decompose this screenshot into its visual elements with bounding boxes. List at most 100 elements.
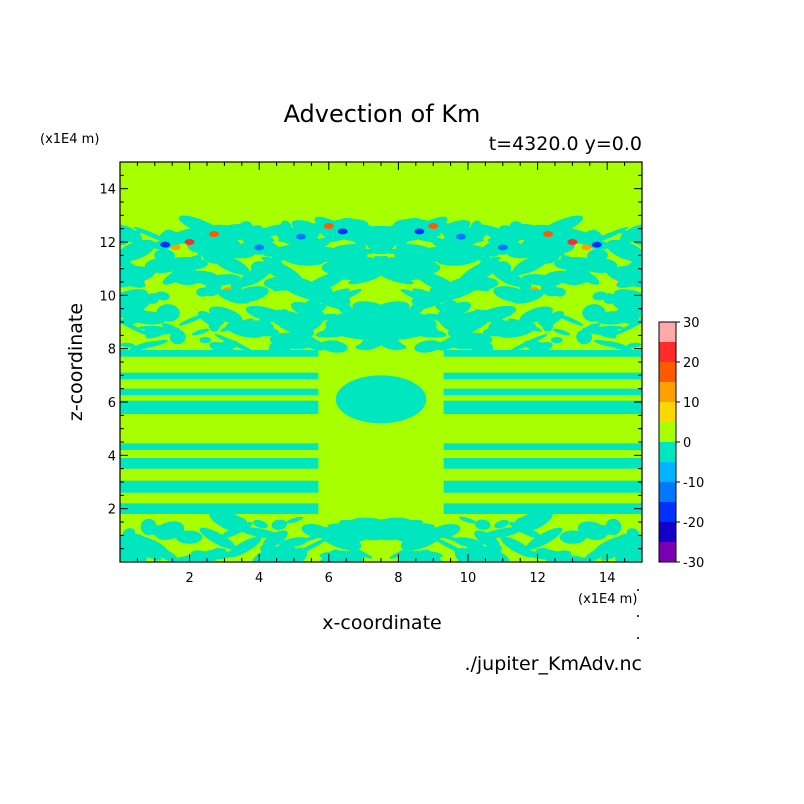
contour-band xyxy=(209,306,243,324)
contour-band xyxy=(410,234,450,244)
contour-band xyxy=(475,519,491,530)
contour-band xyxy=(380,272,414,285)
y-tick-label: 2 xyxy=(108,503,116,518)
contour-band xyxy=(586,323,601,330)
y-unit-label: (x1E4 m) xyxy=(40,132,99,147)
contour-band xyxy=(278,547,308,562)
contour-band xyxy=(552,287,566,297)
colorbar-swatch xyxy=(659,382,676,402)
contour-extreme xyxy=(414,228,425,235)
contour-band xyxy=(186,270,219,284)
contour-extreme xyxy=(295,233,306,240)
contour-band xyxy=(346,228,416,245)
contour-band xyxy=(161,553,186,562)
colorbar-label: 0 xyxy=(683,436,691,451)
contour-band xyxy=(443,400,642,414)
contour-band xyxy=(264,244,296,257)
contour-band xyxy=(227,536,262,558)
contour-band xyxy=(199,336,212,344)
contour-band xyxy=(576,553,601,562)
colorbar-swatch xyxy=(659,402,676,422)
contour-band xyxy=(466,244,498,257)
contour-band xyxy=(534,547,550,559)
contour-band xyxy=(272,282,307,292)
contour-band xyxy=(490,266,525,287)
y-tick-label: 10 xyxy=(99,289,116,304)
decorative-dot xyxy=(637,637,639,639)
colorbar-label: 30 xyxy=(683,316,700,331)
contour-band xyxy=(240,320,274,334)
contour-band xyxy=(543,270,576,284)
x-tick-label: 6 xyxy=(325,571,333,586)
contour-extreme xyxy=(337,228,348,235)
contour-band xyxy=(459,258,500,283)
contour-band xyxy=(550,336,563,344)
contour-extreme xyxy=(184,239,195,245)
contour-band xyxy=(507,246,544,259)
contour-band xyxy=(606,268,631,283)
contour-extreme xyxy=(323,223,334,229)
contour-band xyxy=(347,523,386,541)
contour-band xyxy=(474,530,500,548)
contour-band xyxy=(629,251,642,265)
contour-band xyxy=(436,252,480,266)
colorbar: 30 20 10 0 -10 -20 -30 xyxy=(658,316,704,571)
contour-band xyxy=(542,319,554,332)
y-tick-label: 6 xyxy=(108,396,116,411)
contour-band xyxy=(443,503,642,514)
contour-band xyxy=(519,279,532,292)
plot-axes: 2 4 6 8 10 12 14 2 4 6 8 10 12 14 xyxy=(99,161,643,586)
contour-band xyxy=(511,289,545,304)
contour-band xyxy=(120,268,146,288)
contour-band xyxy=(376,523,415,541)
contour-band xyxy=(140,518,157,536)
contour-band xyxy=(443,388,642,396)
contour-band xyxy=(602,293,616,304)
contour-extreme xyxy=(581,244,592,251)
contour-band xyxy=(325,308,437,341)
contour-band xyxy=(211,235,241,249)
contour-band xyxy=(291,337,302,343)
contour-band xyxy=(120,480,319,493)
contour-band xyxy=(217,289,251,304)
contour-band xyxy=(145,326,172,339)
contour-band xyxy=(570,266,600,285)
contour-band xyxy=(559,530,587,544)
contour-band xyxy=(590,326,617,339)
contour-band xyxy=(616,268,642,288)
contour-band xyxy=(186,230,230,242)
contour-band xyxy=(546,550,572,562)
contour-band xyxy=(460,337,471,343)
contour-band xyxy=(514,516,543,531)
contour-band xyxy=(271,519,287,530)
colorbar-label: -30 xyxy=(683,556,704,571)
x-tick-label: 2 xyxy=(185,571,193,586)
colorbar-label: -20 xyxy=(683,516,704,531)
colorbar-label: 20 xyxy=(683,356,700,371)
contour-band xyxy=(261,256,283,264)
contour-band xyxy=(312,234,352,244)
contour-band xyxy=(458,516,477,524)
contour-band xyxy=(129,310,167,325)
contour-band xyxy=(190,255,202,262)
contour-band xyxy=(272,553,297,562)
colorbar-label: -10 xyxy=(683,476,704,491)
decorative-dot xyxy=(637,589,639,591)
contour-band xyxy=(341,251,368,271)
x-tick-label: 8 xyxy=(394,571,402,586)
contour-band xyxy=(454,537,484,548)
colorbar-label: 10 xyxy=(683,396,700,411)
contour-band xyxy=(526,527,563,550)
contour-extreme xyxy=(456,233,467,240)
contour-band xyxy=(212,547,228,559)
contour-band xyxy=(443,372,642,380)
colorbar-swatch xyxy=(659,422,676,442)
contour-band xyxy=(253,519,268,529)
contour-band xyxy=(285,516,304,524)
contour-band xyxy=(512,253,550,275)
contour-band xyxy=(131,268,156,283)
contour-band xyxy=(443,443,642,450)
contour-band xyxy=(609,293,642,318)
contour-band xyxy=(120,289,148,307)
